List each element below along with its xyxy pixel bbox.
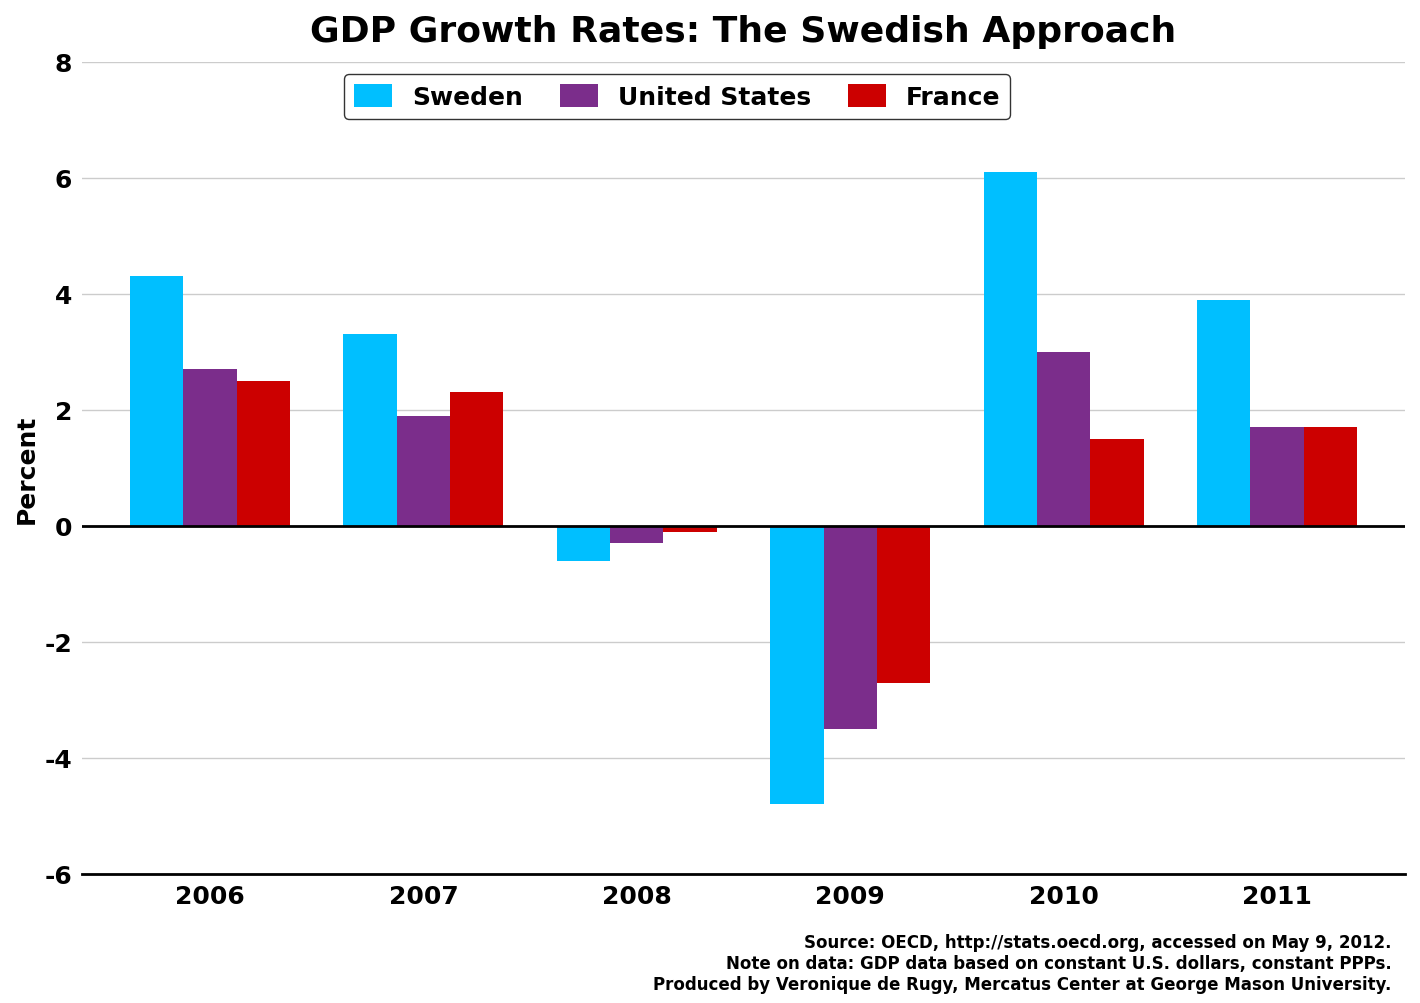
Bar	[611, 527, 663, 544]
Bar	[1037, 352, 1091, 527]
Legend: Sweden, United States, France: Sweden, United States, France	[345, 75, 1011, 120]
Text: Source: OECD, http://stats.oecd.org, accessed on May 9, 2012.
Note on data: GDP : Source: OECD, http://stats.oecd.org, acc…	[653, 934, 1392, 993]
Bar	[131, 277, 183, 527]
Y-axis label: Percent: Percent	[16, 414, 38, 523]
Bar	[663, 527, 717, 533]
Bar	[770, 527, 824, 804]
Bar	[183, 370, 237, 527]
Bar	[878, 527, 930, 683]
Bar	[984, 173, 1037, 527]
Bar	[1197, 300, 1250, 527]
Bar	[1091, 439, 1143, 527]
Bar	[237, 381, 290, 527]
Bar	[450, 393, 504, 527]
Bar	[396, 416, 450, 527]
Bar	[824, 527, 878, 729]
Bar	[344, 335, 396, 527]
Bar	[1304, 428, 1358, 527]
Title: GDP Growth Rates: The Swedish Approach: GDP Growth Rates: The Swedish Approach	[311, 15, 1177, 49]
Bar	[557, 527, 611, 561]
Bar	[1250, 428, 1304, 527]
